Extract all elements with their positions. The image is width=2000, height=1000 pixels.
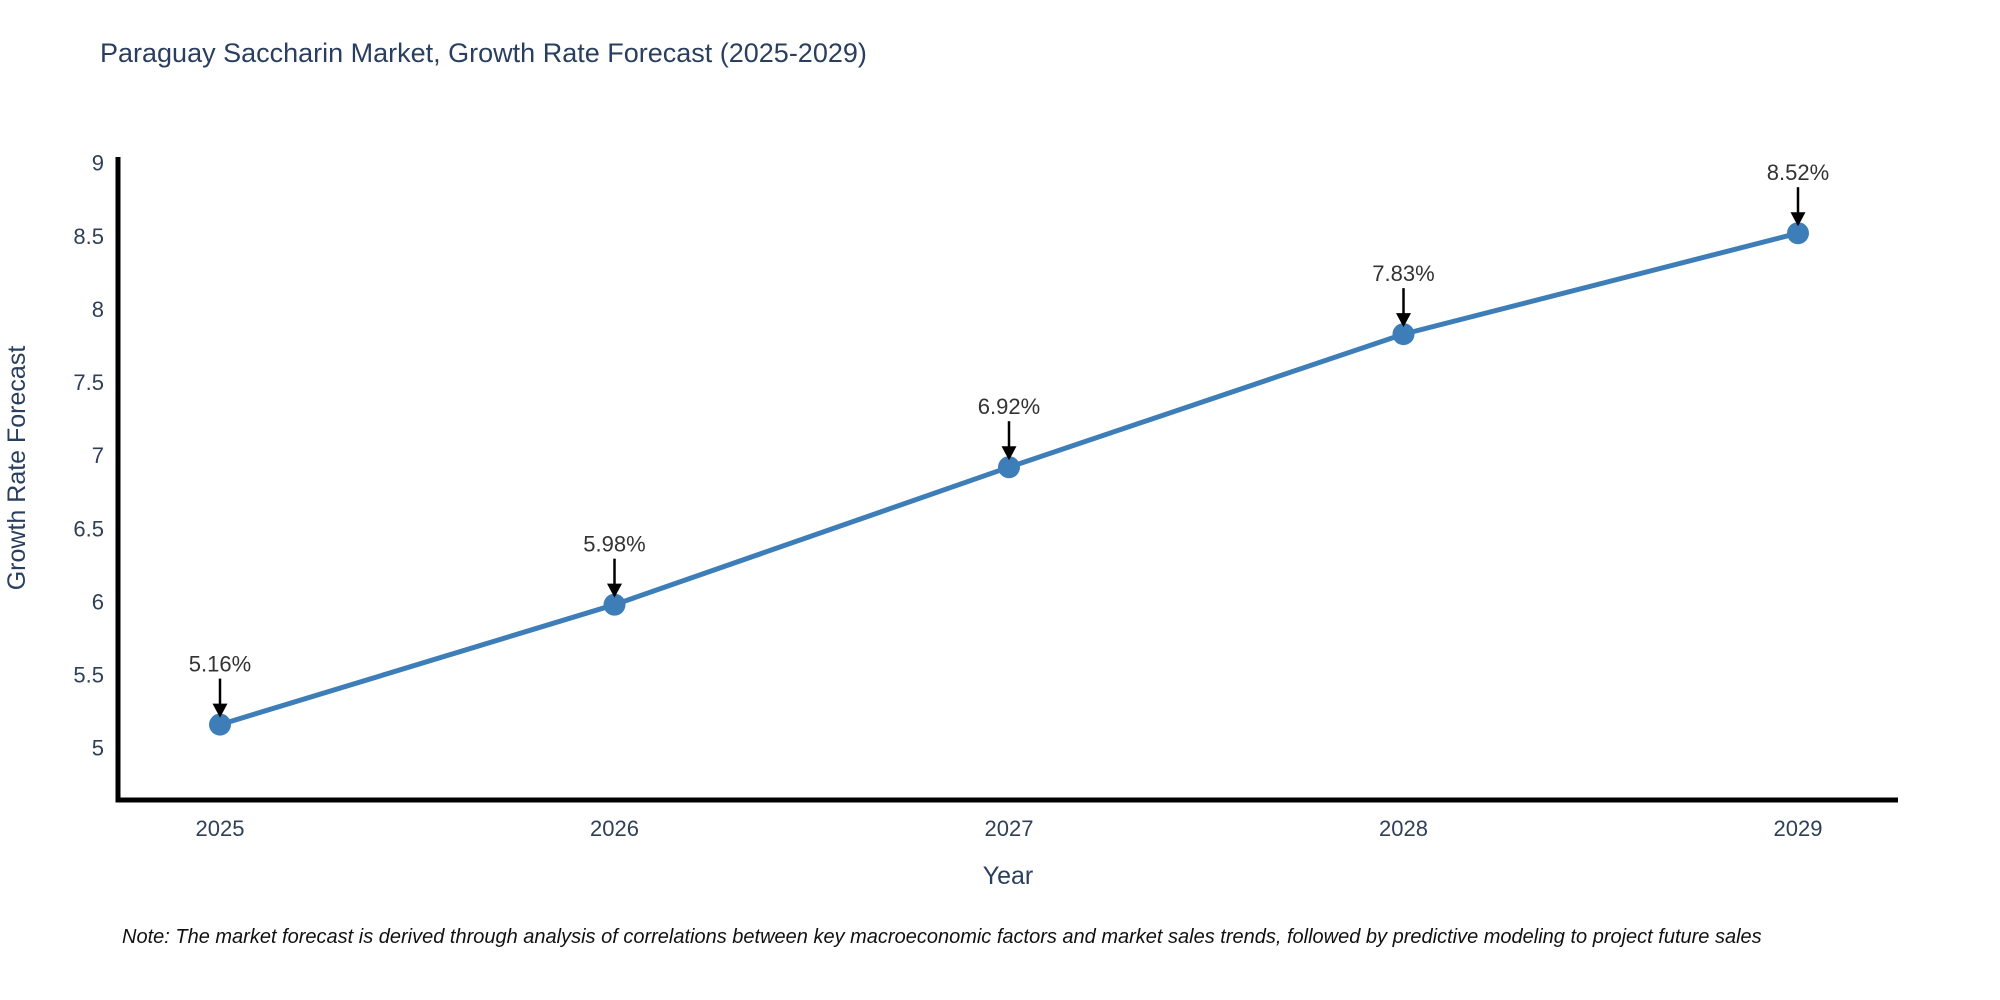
chart-footnote: Note: The market forecast is derived thr…: [122, 926, 1762, 948]
x-tick-label: 2029: [1774, 816, 1823, 841]
annotation-label: 6.92%: [978, 394, 1040, 419]
y-axis-title: Growth Rate Forecast: [3, 346, 31, 591]
series-line: [217, 230, 1801, 728]
y-tick-label: 7.5: [73, 370, 104, 395]
data-point-marker: [998, 456, 1020, 479]
annotations-group: 5.16% 5.98% 6.92% 7.83% 8.52%: [189, 160, 1829, 718]
x-tick-label: 2028: [1379, 816, 1428, 841]
annotation-label: 8.52%: [1767, 160, 1829, 185]
y-tick-label: 7: [92, 443, 104, 468]
annotation-arrowhead: [212, 703, 228, 718]
annotation-label: 5.98%: [583, 532, 645, 557]
x-axis-tick-labels: 2025 2026 2027 2028 2029: [196, 816, 1823, 841]
annotation-label: 7.83%: [1372, 261, 1434, 286]
annotation-arrowhead: [1396, 313, 1411, 328]
x-axis-title: Year: [983, 862, 1034, 890]
y-tick-label: 9: [92, 151, 104, 176]
y-tick-label: 6.5: [73, 516, 104, 541]
annotation-label: 5.16%: [189, 652, 251, 677]
y-tick-label: 8: [92, 297, 104, 322]
y-axis-tick-labels: 5 5.5 6 6.5 7 7.5 8 8.5 9: [73, 151, 104, 761]
x-tick-label: 2027: [985, 816, 1034, 841]
y-tick-label: 5.5: [73, 663, 104, 688]
series-group: [209, 222, 1809, 736]
x-tick-label: 2026: [590, 816, 639, 841]
data-point-marker: [1392, 323, 1415, 346]
y-tick-label: 6: [92, 589, 104, 614]
y-tick-label: 5: [92, 736, 104, 761]
annotation-arrowhead: [1790, 212, 1806, 227]
x-tick-label: 2025: [196, 816, 245, 841]
y-tick-label: 8.5: [73, 224, 104, 249]
data-point-marker: [209, 713, 231, 736]
annotation-arrowhead: [607, 583, 622, 598]
chart-title: Paraguay Saccharin Market, Growth Rate F…: [100, 38, 867, 68]
data-point-marker: [1787, 222, 1809, 245]
data-point-marker: [603, 593, 626, 616]
annotation-arrowhead: [1001, 446, 1017, 461]
